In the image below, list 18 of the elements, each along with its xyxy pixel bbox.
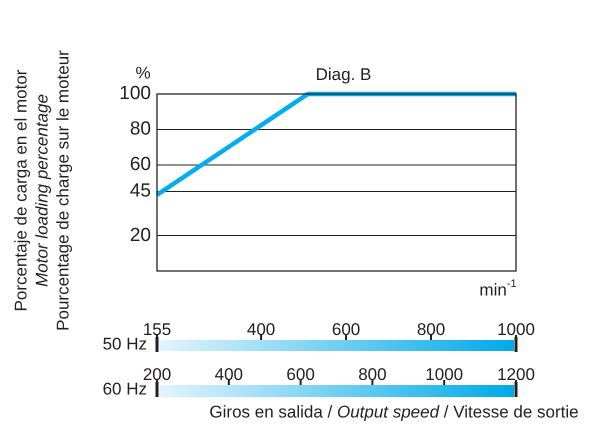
x-tick-label: 600 (332, 320, 360, 339)
x-tick-label: 1000 (497, 320, 535, 339)
x-tick-label: 800 (416, 320, 446, 339)
x2-tick-label: 1200 (497, 365, 535, 384)
chart-title: Diag. B (316, 65, 372, 84)
y-tick-label: 60 (130, 154, 151, 176)
x-tick-label: 400 (246, 320, 276, 339)
y-tick-label: 80 (130, 118, 151, 140)
y-axis-title: Porcentaje de carga en el motor Motor loading percentage Pourcentage de charge sur le moteur (12, 50, 73, 331)
x2-tick-label: 1000 (425, 365, 464, 384)
x2-tick-label: 400 (214, 365, 243, 384)
y-tick-label: 45 (130, 180, 151, 202)
x2-tick-label: 800 (358, 365, 387, 384)
text: Giros en salida / Output speed / Vitesse de sortie (209, 402, 579, 422)
text: % (135, 64, 151, 83)
x2-tick-label: 600 (286, 365, 315, 384)
y-tick-label: 20 (130, 224, 151, 246)
y-tick-label: 100 (119, 83, 151, 104)
